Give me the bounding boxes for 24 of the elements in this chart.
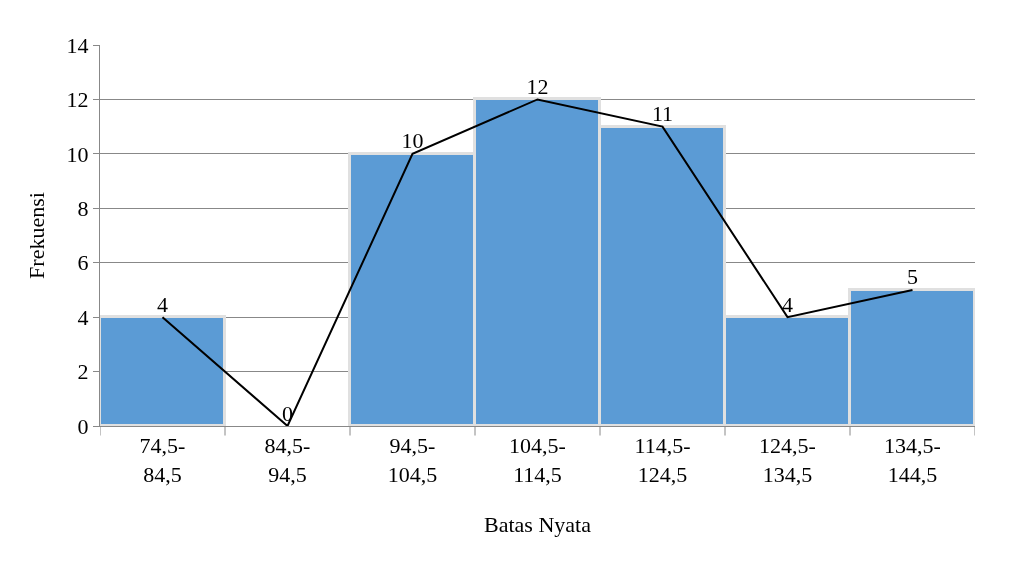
x-tick-label: 74,5- 84,5: [139, 433, 186, 487]
y-tick-label: 0: [77, 413, 89, 439]
y-tick-label: 12: [66, 87, 89, 113]
data-label: 5: [907, 264, 918, 290]
x-tick-label: 134,5- 144,5: [884, 433, 941, 487]
x-tick-label: 114,5- 124,5: [634, 433, 691, 487]
data-label: 4: [782, 291, 793, 317]
bar: [100, 315, 226, 426]
y-tick-label: 2: [77, 359, 89, 385]
x-tick-label: 84,5- 94,5: [264, 433, 311, 487]
y-axis-title: Frekuensi: [24, 192, 50, 279]
data-label: 12: [526, 73, 549, 99]
y-tick-label: 10: [66, 141, 89, 167]
y-tick-label: 6: [77, 250, 89, 276]
x-tick-label: 124,5- 134,5: [759, 433, 816, 487]
y-tick-label: 4: [77, 304, 89, 330]
data-label: 11: [651, 101, 674, 127]
data-label: 4: [157, 291, 168, 317]
x-tick-label: 104,5- 114,5: [509, 433, 566, 487]
y-tick-label: 14: [66, 32, 89, 58]
x-axis-title: Batas Nyata: [484, 511, 592, 537]
y-tick-label: 8: [77, 195, 89, 221]
x-tick-label: 94,5- 104,5: [387, 433, 438, 487]
data-label: 10: [401, 128, 424, 154]
